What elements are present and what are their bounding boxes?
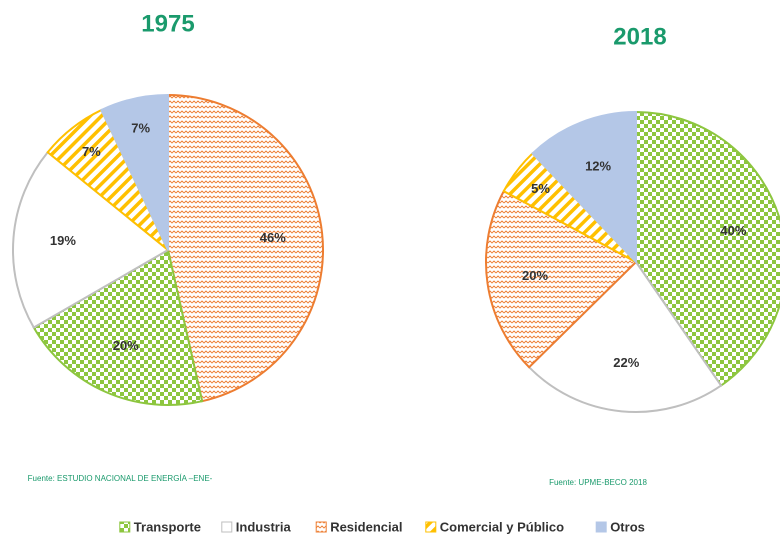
data-label: 12% bbox=[585, 159, 611, 174]
legend-label: Otros bbox=[610, 519, 645, 534]
data-label: 20% bbox=[522, 268, 548, 283]
pie-slice bbox=[635, 110, 780, 387]
legend-swatch bbox=[119, 521, 131, 533]
legend-swatch bbox=[595, 521, 607, 533]
pie-slice bbox=[485, 189, 638, 369]
legend-swatch bbox=[425, 521, 437, 533]
legend-swatch bbox=[221, 521, 233, 533]
data-label: 7% bbox=[131, 120, 150, 135]
data-label: 22% bbox=[613, 355, 639, 370]
legend-label: Comercial y Público bbox=[440, 519, 564, 534]
legend-label: Industria bbox=[236, 519, 292, 534]
chart-title: 1975 bbox=[141, 10, 194, 37]
pie-slice bbox=[167, 93, 324, 403]
data-label: 19% bbox=[50, 233, 76, 248]
pie-slice bbox=[527, 260, 723, 413]
legend-label: Residencial bbox=[330, 519, 402, 534]
legend-swatch bbox=[315, 521, 327, 533]
source-note: Fuente: ESTUDIO NACIONAL DE ENERGÍA –ENE… bbox=[28, 474, 213, 483]
pie-slice bbox=[100, 93, 169, 251]
data-label: 46% bbox=[260, 230, 286, 245]
data-label: 20% bbox=[113, 338, 139, 353]
data-label: 5% bbox=[531, 181, 550, 196]
pie-slice bbox=[32, 248, 204, 406]
data-label: 40% bbox=[720, 223, 746, 238]
chart-title: 2018 bbox=[613, 23, 666, 50]
source-note: Fuente: UPME-BECO 2018 bbox=[549, 478, 647, 487]
legend-label: Transporte bbox=[134, 519, 201, 534]
pie-slice bbox=[12, 150, 170, 329]
pie-slice bbox=[531, 110, 637, 265]
data-label: 7% bbox=[82, 144, 101, 159]
